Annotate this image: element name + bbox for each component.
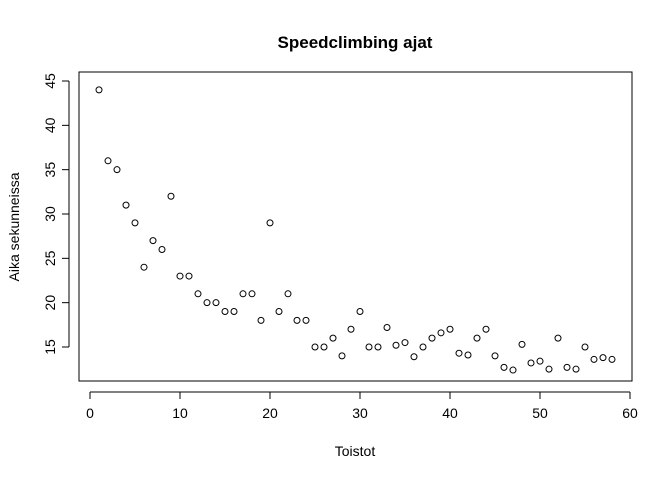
- data-point: [563, 363, 571, 371]
- data-point: [284, 290, 292, 298]
- data-point: [473, 334, 481, 342]
- x-axis-label: Toistot: [335, 443, 376, 459]
- data-point: [464, 351, 472, 359]
- data-point: [230, 308, 238, 316]
- data-point: [518, 340, 526, 348]
- data-point: [608, 355, 616, 363]
- data-point: [356, 308, 364, 316]
- data-point: [581, 343, 589, 351]
- y-tick-label: 35: [42, 162, 58, 178]
- x-tick-label: 50: [532, 405, 548, 421]
- data-point: [302, 316, 310, 324]
- data-point: [509, 366, 517, 374]
- data-point: [500, 363, 508, 371]
- y-tick-label: 25: [42, 250, 58, 266]
- data-points: [95, 86, 616, 374]
- data-point: [275, 308, 283, 316]
- data-point: [590, 355, 598, 363]
- data-point: [131, 219, 139, 227]
- data-point: [572, 365, 580, 373]
- y-tick-label: 15: [42, 339, 58, 355]
- data-point: [185, 272, 193, 280]
- y-tick-label: 30: [42, 206, 58, 222]
- data-point: [446, 325, 454, 333]
- data-point: [338, 352, 346, 360]
- x-axis: 0 10 20 30 40 50 60: [86, 391, 638, 421]
- x-tick-label: 30: [352, 405, 368, 421]
- data-point: [491, 352, 499, 360]
- data-point: [158, 245, 166, 253]
- data-point: [410, 353, 418, 361]
- data-point: [329, 334, 337, 342]
- data-point: [599, 354, 607, 362]
- x-tick-label: 40: [442, 405, 458, 421]
- chart-title: Speedclimbing ajat: [278, 33, 433, 52]
- data-point: [257, 316, 265, 324]
- y-axis: 15 20 25 30 35 40 45: [42, 73, 70, 355]
- x-tick-label: 0: [86, 405, 94, 421]
- data-point: [194, 290, 202, 298]
- data-point: [149, 237, 157, 245]
- y-tick-label: 20: [42, 295, 58, 311]
- data-point: [248, 290, 256, 298]
- data-point: [347, 325, 355, 333]
- data-point: [437, 329, 445, 337]
- data-point: [554, 334, 562, 342]
- data-point: [455, 349, 463, 357]
- data-point: [320, 343, 328, 351]
- data-point: [527, 359, 535, 367]
- data-point: [374, 343, 382, 351]
- data-point: [383, 323, 391, 331]
- data-point: [239, 290, 247, 298]
- plot-frame: [78, 71, 633, 382]
- data-point: [311, 343, 319, 351]
- y-axis-label: Aika sekunneissa: [6, 172, 22, 281]
- data-point: [293, 316, 301, 324]
- data-point: [392, 341, 400, 349]
- data-point: [176, 272, 184, 280]
- data-point: [365, 343, 373, 351]
- data-point: [167, 192, 175, 200]
- data-point: [113, 166, 121, 174]
- data-point: [212, 299, 220, 307]
- data-point: [104, 157, 112, 165]
- data-point: [203, 299, 211, 307]
- y-tick-label: 45: [42, 73, 58, 89]
- x-tick-label: 60: [622, 405, 638, 421]
- data-point: [419, 343, 427, 351]
- x-tick-label: 10: [172, 405, 188, 421]
- data-point: [482, 325, 490, 333]
- data-point: [401, 339, 409, 347]
- data-point: [545, 365, 553, 373]
- y-tick-label: 40: [42, 117, 58, 133]
- data-point: [95, 86, 103, 94]
- data-point: [536, 357, 544, 365]
- data-point: [221, 308, 229, 316]
- x-tick-label: 20: [262, 405, 278, 421]
- data-point: [122, 201, 130, 209]
- data-point: [428, 334, 436, 342]
- data-point: [266, 219, 274, 227]
- data-point: [140, 263, 148, 271]
